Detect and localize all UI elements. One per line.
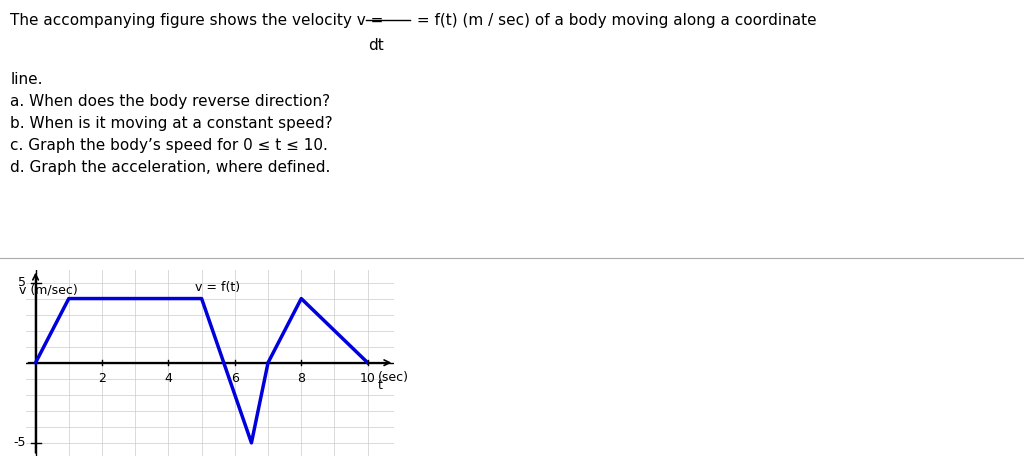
Text: -5: -5 [13, 436, 26, 449]
Text: 5: 5 [17, 276, 26, 289]
Text: 10: 10 [359, 372, 376, 385]
Text: 8: 8 [297, 372, 305, 385]
Text: v (m/sec): v (m/sec) [19, 284, 78, 297]
Text: v = f(t): v = f(t) [195, 281, 240, 294]
Text: = f(t) (m / sec) of a body moving along a coordinate: = f(t) (m / sec) of a body moving along … [412, 13, 817, 28]
Text: ds: ds [373, 0, 391, 2]
Text: 4: 4 [165, 372, 172, 385]
Text: The accompanying figure shows the velocity v =: The accompanying figure shows the veloci… [10, 13, 388, 28]
Text: t: t [378, 379, 383, 392]
Text: 6: 6 [230, 372, 239, 385]
Text: line.
a. When does the body reverse direction?
b. When is it moving at a constan: line. a. When does the body reverse dire… [10, 72, 333, 175]
Text: dt: dt [369, 39, 384, 53]
Text: (sec): (sec) [378, 371, 409, 384]
Text: 2: 2 [98, 372, 105, 385]
